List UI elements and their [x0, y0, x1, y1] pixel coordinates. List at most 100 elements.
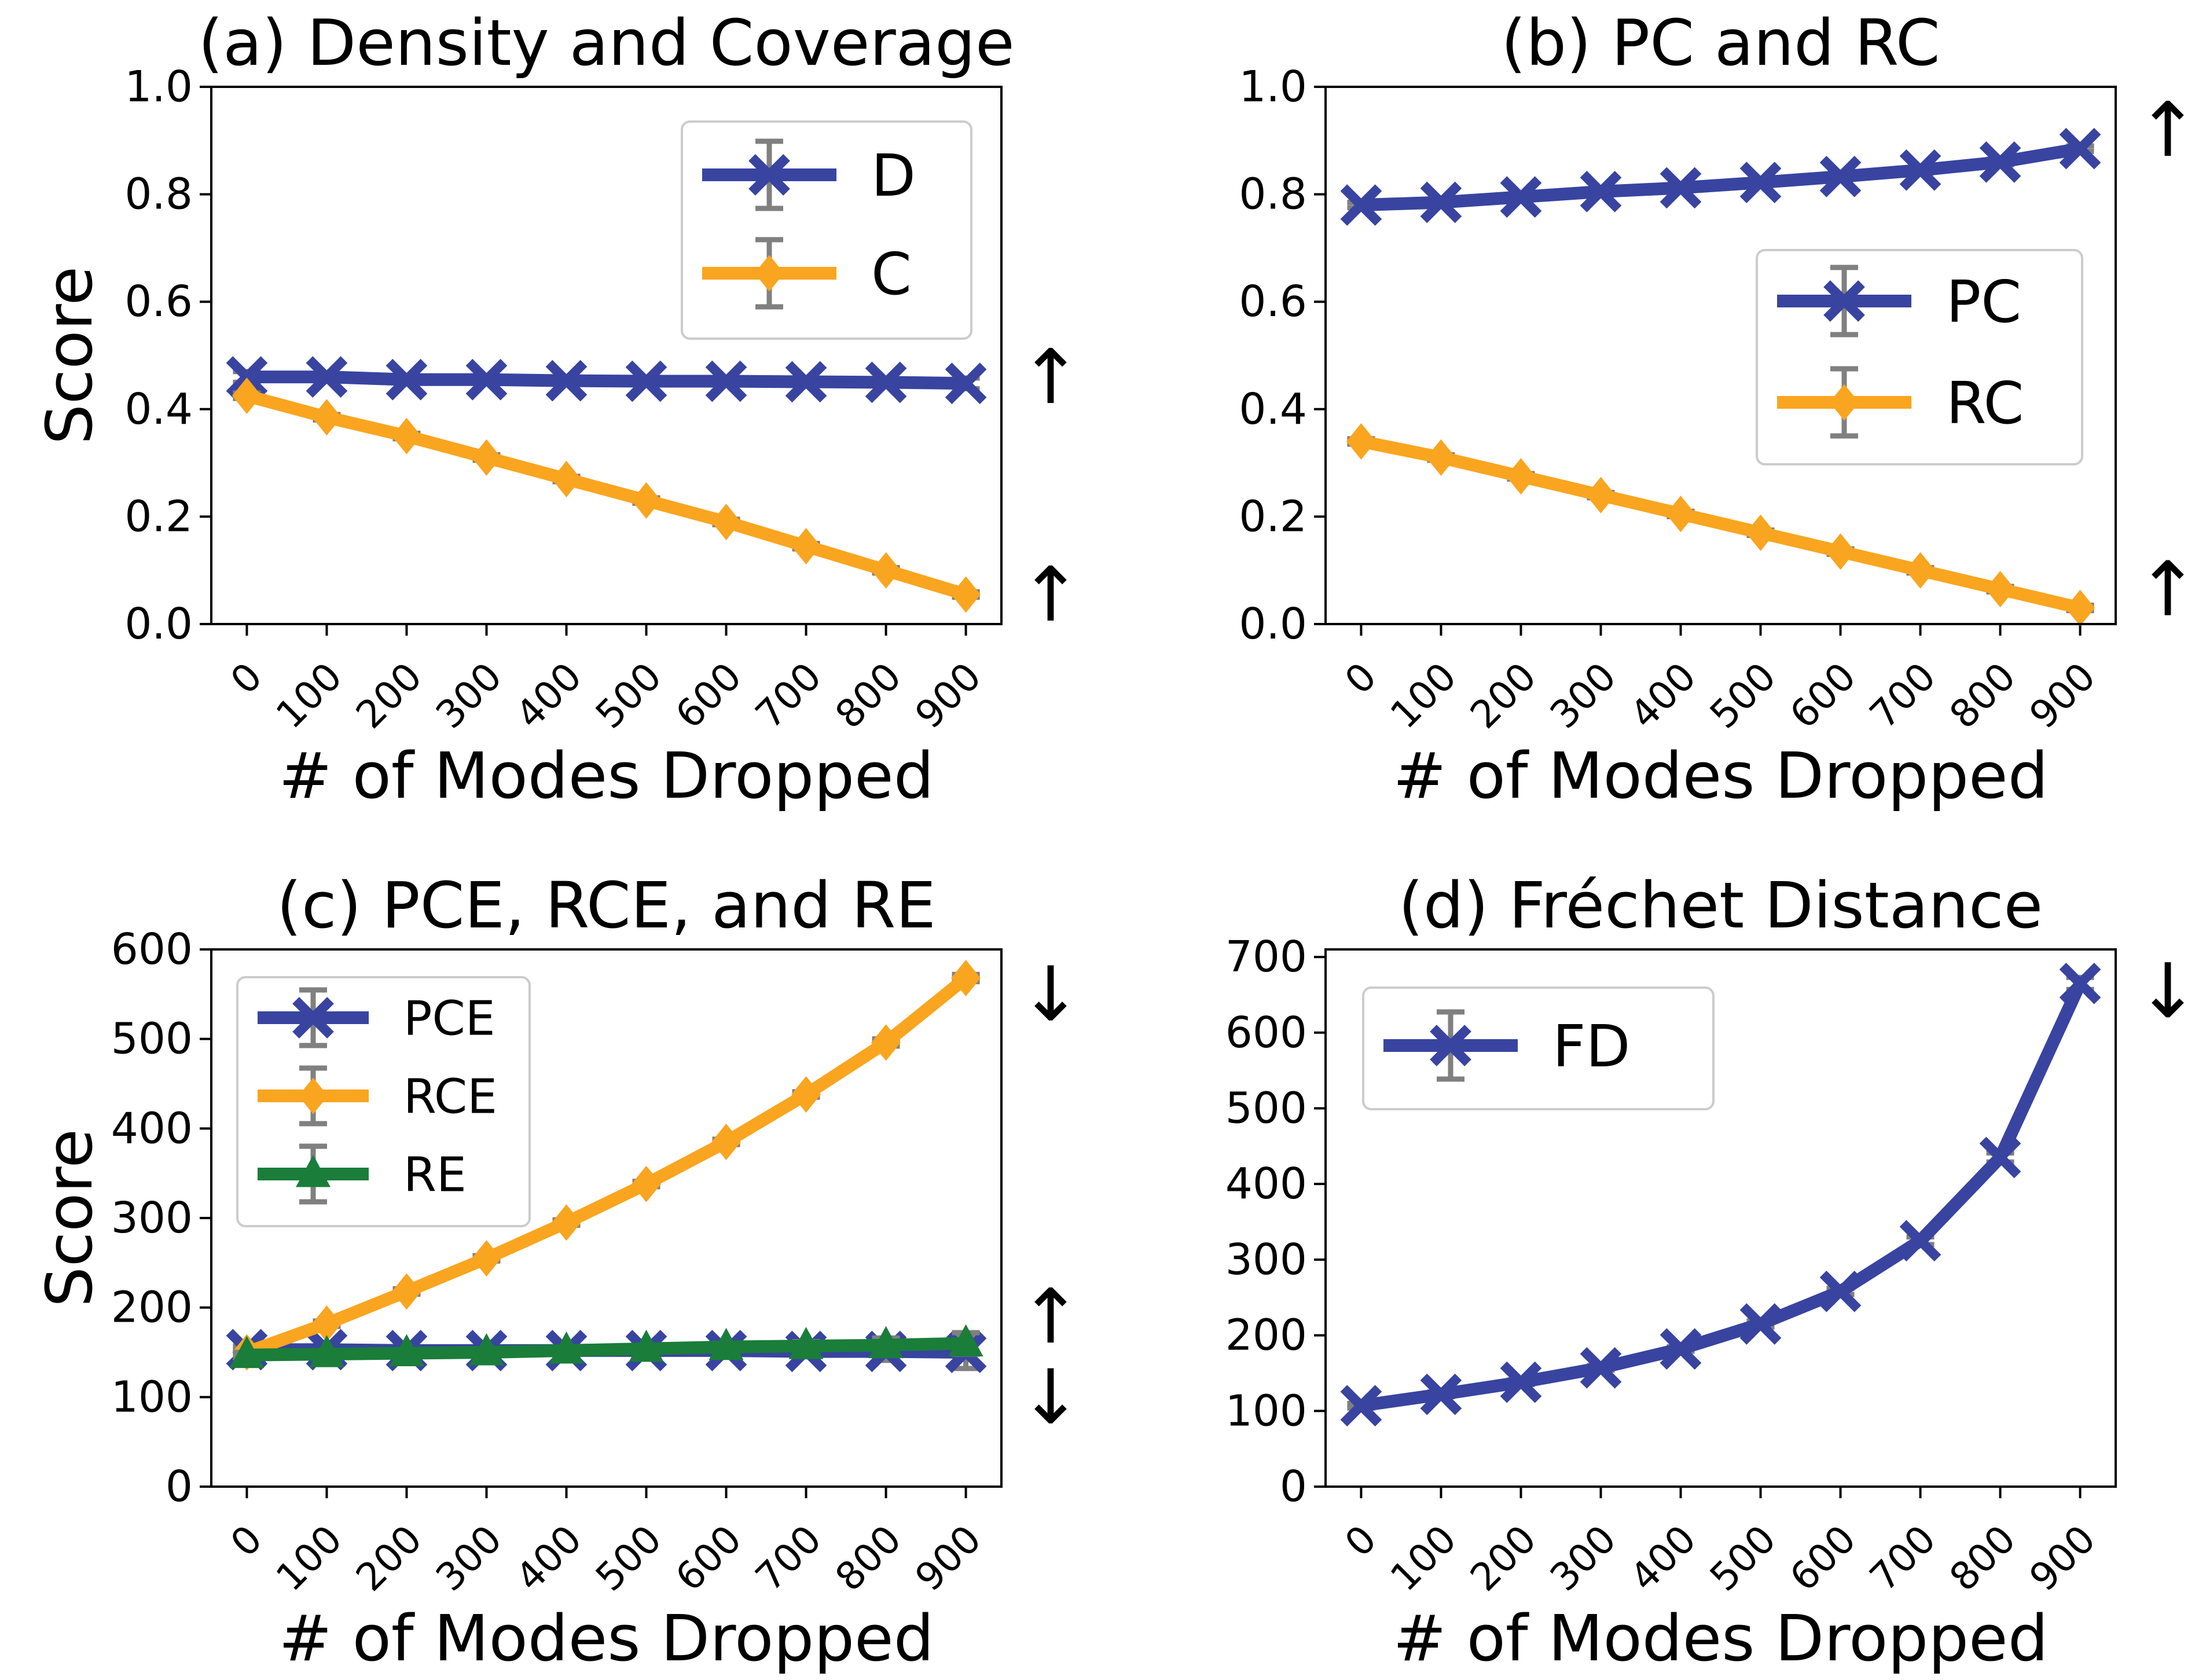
- data-point: [1660, 1328, 1702, 1370]
- y-tick-label: 0.6: [124, 277, 193, 327]
- x-tick-label: 500: [587, 1517, 670, 1600]
- x-tick-label: 700: [747, 654, 830, 738]
- legend: PCE RCE RE: [236, 976, 531, 1227]
- series-RC: [1346, 423, 2095, 626]
- x-tick-label: 500: [1701, 1517, 1785, 1600]
- legend-marker: [1829, 384, 1859, 421]
- series-line: [247, 1337, 966, 1362]
- x-tick-label: 400: [1621, 654, 1705, 738]
- legend-label: PCE: [403, 992, 495, 1047]
- x-tick-label: 900: [906, 1517, 990, 1600]
- data-point: [705, 360, 747, 402]
- x-tick-label: 600: [1781, 1517, 1864, 1600]
- data-point: [1899, 149, 1941, 191]
- data-point: [471, 1240, 501, 1277]
- legend-label: FD: [1552, 1013, 1631, 1080]
- x-tick-label: 300: [1541, 654, 1625, 738]
- plot-frame: [1324, 948, 2117, 1488]
- data-point: [629, 1329, 664, 1362]
- data-point: [1580, 171, 1622, 212]
- data-point: [1420, 181, 1462, 223]
- data-point: [785, 361, 827, 403]
- data-point: [632, 1165, 662, 1202]
- x-axis-label: # of Modes Dropped: [278, 1601, 934, 1675]
- subplot-4: (d) Fréchet Distance01002003004005006007…: [1225, 868, 2195, 1675]
- x-axis-label: # of Modes Dropped: [278, 739, 934, 813]
- data-point: [788, 1327, 824, 1359]
- data-point: [711, 504, 742, 541]
- x-tick-label: 100: [267, 1517, 351, 1600]
- data-point: [549, 1331, 584, 1364]
- series-RCE: [232, 959, 981, 1371]
- data-point: [1746, 514, 1776, 551]
- x-tick-label: 0: [1337, 654, 1385, 703]
- data-point: [309, 1335, 344, 1367]
- legend-marker: [1823, 280, 1865, 322]
- x-tick-label: 200: [347, 654, 431, 738]
- data-point: [1585, 476, 1616, 513]
- y-tick-label: 0.0: [1239, 599, 1307, 649]
- data-point: [625, 360, 667, 402]
- data-point: [711, 1124, 742, 1161]
- y-tick-label: 1.0: [1239, 62, 1307, 112]
- plot-frame: [1324, 86, 2117, 625]
- data-point: [1665, 496, 1695, 533]
- legend-label: PC: [1946, 268, 2021, 336]
- data-point: [229, 1336, 265, 1369]
- y-tick-label: 300: [1225, 1235, 1307, 1285]
- x-tick-label: 400: [1621, 1517, 1705, 1600]
- data-point: [551, 1204, 581, 1241]
- data-point: [1420, 1373, 1462, 1415]
- y-tick-label: 400: [1225, 1159, 1307, 1209]
- data-point: [551, 460, 581, 497]
- y-axis-label: Score: [32, 1129, 107, 1307]
- series-line: [1361, 142, 2082, 212]
- data-point: [389, 1334, 424, 1367]
- legend-marker: [296, 1155, 331, 1187]
- chart-title: (d) Fréchet Distance: [1399, 868, 2043, 942]
- data-point: [471, 439, 501, 476]
- legend-label: D: [871, 142, 916, 210]
- data-point: [871, 1024, 901, 1061]
- data-point: [1346, 423, 1376, 460]
- data-point: [1506, 458, 1536, 495]
- data-point: [1985, 571, 2016, 608]
- x-tick-label: 100: [1382, 654, 1465, 738]
- data-point: [2059, 127, 2101, 170]
- data-point: [232, 377, 262, 415]
- x-tick-label: 500: [1701, 654, 1785, 738]
- y-tick-label: 100: [1225, 1386, 1307, 1436]
- data-point: [311, 399, 342, 436]
- legend-label: C: [871, 240, 912, 308]
- y-tick-label: 600: [111, 925, 193, 974]
- y-tick-label: 0: [166, 1462, 193, 1512]
- series-D: [226, 356, 987, 405]
- legend-box: [1756, 249, 2083, 465]
- y-tick-label: 200: [111, 1283, 193, 1333]
- series-FD: [1340, 962, 2101, 1426]
- data-point: [1979, 141, 2021, 183]
- data-point: [391, 417, 421, 454]
- y-tick-label: 0: [1280, 1462, 1307, 1512]
- data-point: [1819, 156, 1862, 197]
- up-arrow-icon: ↑: [1019, 1272, 1082, 1360]
- x-tick-label: 800: [827, 1517, 910, 1600]
- y-tick-label: 0.4: [124, 384, 193, 434]
- data-point: [1906, 552, 1936, 589]
- data-point: [1979, 1136, 2021, 1179]
- legend-label: RCE: [403, 1070, 497, 1125]
- legend-marker: [1430, 1025, 1471, 1066]
- plot-frame: [210, 86, 1003, 625]
- data-point: [1500, 1361, 1542, 1403]
- x-tick-label: 200: [1462, 1517, 1545, 1600]
- data-point: [1826, 533, 1856, 570]
- data-point: [1899, 1220, 1941, 1262]
- x-tick-label: 700: [1861, 654, 1944, 738]
- up-arrow-icon: ↑: [2137, 545, 2195, 633]
- legend-marker: [748, 154, 790, 196]
- subplot-3: (c) PCE, RCE, and RE01002003004005006000…: [32, 868, 1082, 1675]
- data-point: [1739, 1303, 1782, 1345]
- data-point: [545, 360, 588, 402]
- data-point: [2059, 962, 2101, 1004]
